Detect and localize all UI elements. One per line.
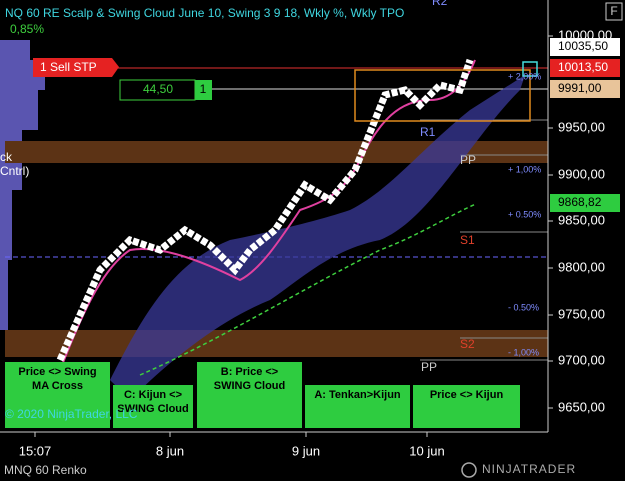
tpo-box xyxy=(354,69,531,122)
time-tick-label: 15:07 xyxy=(19,443,52,458)
price-tick-label: 9700,00 xyxy=(558,352,605,367)
instrument: MNQ 60 Renko xyxy=(4,463,87,477)
time-tick-label: 8 jun xyxy=(156,443,184,458)
percent-level: + 0.50% xyxy=(508,209,541,219)
logo: NINJATRADER xyxy=(482,462,576,476)
ma-line xyxy=(139,203,477,376)
price-marker xyxy=(550,59,620,77)
sell-order-label[interactable]: 1 Sell STP xyxy=(40,60,97,74)
pivot-s1: S1 xyxy=(460,233,475,247)
price-marker xyxy=(550,38,620,56)
left-label: ck xyxy=(0,150,13,164)
price-marker xyxy=(550,80,620,98)
price-marker xyxy=(550,194,620,212)
pivot-r2: R2 xyxy=(432,0,448,8)
strategy-button[interactable] xyxy=(113,385,193,428)
copyright: © 2020 NinjaTrader, LLC xyxy=(5,407,138,421)
tpo-band xyxy=(5,141,548,163)
tpo-band xyxy=(5,330,548,357)
close-marker xyxy=(522,61,538,77)
strategy-button[interactable] xyxy=(305,385,410,428)
left-label: Cntrl) xyxy=(0,164,29,178)
price-marker-label: 10013,50 xyxy=(558,60,608,74)
time-tick-label: 10 jun xyxy=(409,443,444,458)
sell-order[interactable] xyxy=(33,58,119,77)
price-tick-label: 9650,00 xyxy=(558,399,605,414)
price-tick-label: 9850,00 xyxy=(558,212,605,227)
chart-title: NQ 60 RE Scalp & Swing Cloud June 10, Sw… xyxy=(5,6,404,20)
percent-level: - 1,00% xyxy=(508,347,539,357)
price-tick-label: 9750,00 xyxy=(558,306,605,321)
strategy-button-label[interactable]: C: Kijun <> SWING Cloud xyxy=(117,389,189,415)
pivot-pp-prev: PP xyxy=(421,360,437,374)
price-marker-label: 10035,50 xyxy=(558,39,608,53)
strategy-button[interactable] xyxy=(5,362,110,428)
f-button-label[interactable]: F xyxy=(610,4,617,18)
strategy-button-label[interactable]: Price <> Kijun xyxy=(430,389,504,401)
pivot-r1: R1 xyxy=(420,125,436,139)
renko-bricks xyxy=(56,58,474,362)
price-tick-label: 9950,00 xyxy=(558,119,605,134)
percent-level: + 1,00% xyxy=(508,164,541,174)
distance: 44,50 xyxy=(143,82,173,96)
price-tick-label: 9900,00 xyxy=(558,166,605,181)
strategy-button-label[interactable]: Price <> Swing MA Cross xyxy=(18,366,96,392)
percent-level: + 2,00% xyxy=(508,71,541,81)
price-marker-label: 9868,82 xyxy=(558,195,602,209)
logo-icon xyxy=(461,462,477,478)
strategy-button-label[interactable]: A: Tenkan>Kijun xyxy=(314,389,401,401)
change: 0,85% xyxy=(10,22,44,36)
f-button[interactable] xyxy=(605,2,623,21)
qty-box[interactable] xyxy=(195,80,212,100)
strategy-button-label[interactable]: B: Price <> SWING Cloud xyxy=(214,366,286,392)
pivot-s2: S2 xyxy=(460,337,475,351)
strategy-button[interactable] xyxy=(413,385,520,428)
price-tick-label: 9800,00 xyxy=(558,259,605,274)
price-marker-label: 9991,00 xyxy=(558,81,602,95)
percent-level: - 0.50% xyxy=(508,302,539,312)
strategy-button[interactable] xyxy=(197,362,302,428)
pivot-pp: PP xyxy=(460,153,476,167)
swing-cloud xyxy=(110,75,525,400)
qty[interactable]: 1 xyxy=(200,82,207,96)
time-tick-label: 9 jun xyxy=(292,443,320,458)
